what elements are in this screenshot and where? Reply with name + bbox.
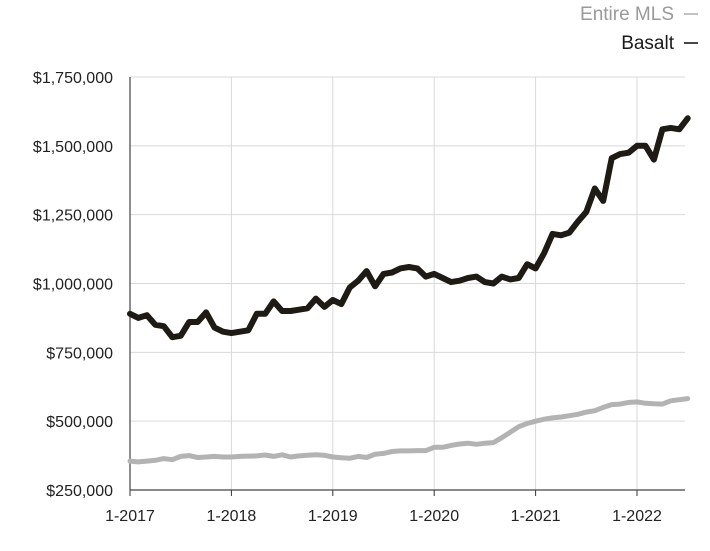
- y-tick-label: $250,000: [46, 483, 113, 500]
- y-tick-label: $1,750,000: [33, 70, 113, 87]
- x-tick-label: 1-2022: [612, 508, 662, 525]
- chart-legend: Entire MLS Basalt: [580, 4, 698, 54]
- chart-axes: [129, 77, 685, 496]
- x-axis-tick-labels: 1-2017 1-2018 1-2019 1-2020 1-2021 1-2022: [105, 508, 662, 525]
- x-tick-label: 1-2018: [206, 508, 256, 525]
- x-tick-label: 1-2017: [105, 508, 155, 525]
- legend-label-entire-mls: Entire MLS: [580, 4, 674, 25]
- series-line-entire-mls: [127, 396, 691, 465]
- x-tick-label: 1-2019: [308, 508, 358, 525]
- chart-grid: [130, 76, 685, 491]
- x-tick-label: 1-2020: [409, 508, 459, 525]
- y-tick-label: $750,000: [46, 345, 113, 362]
- y-tick-label: $500,000: [46, 414, 113, 431]
- y-axis-tick-labels: $250,000 $500,000 $750,000 $1,000,000 $1,250…: [33, 70, 113, 500]
- x-tick-label: 1-2021: [511, 508, 561, 525]
- y-tick-label: $1,250,000: [33, 208, 113, 225]
- chart-series: [127, 115, 691, 465]
- series-line-basalt: [127, 115, 691, 341]
- legend-label-basalt: Basalt: [621, 33, 675, 54]
- y-tick-label: $1,500,000: [33, 139, 113, 156]
- y-tick-label: $1,000,000: [33, 277, 113, 294]
